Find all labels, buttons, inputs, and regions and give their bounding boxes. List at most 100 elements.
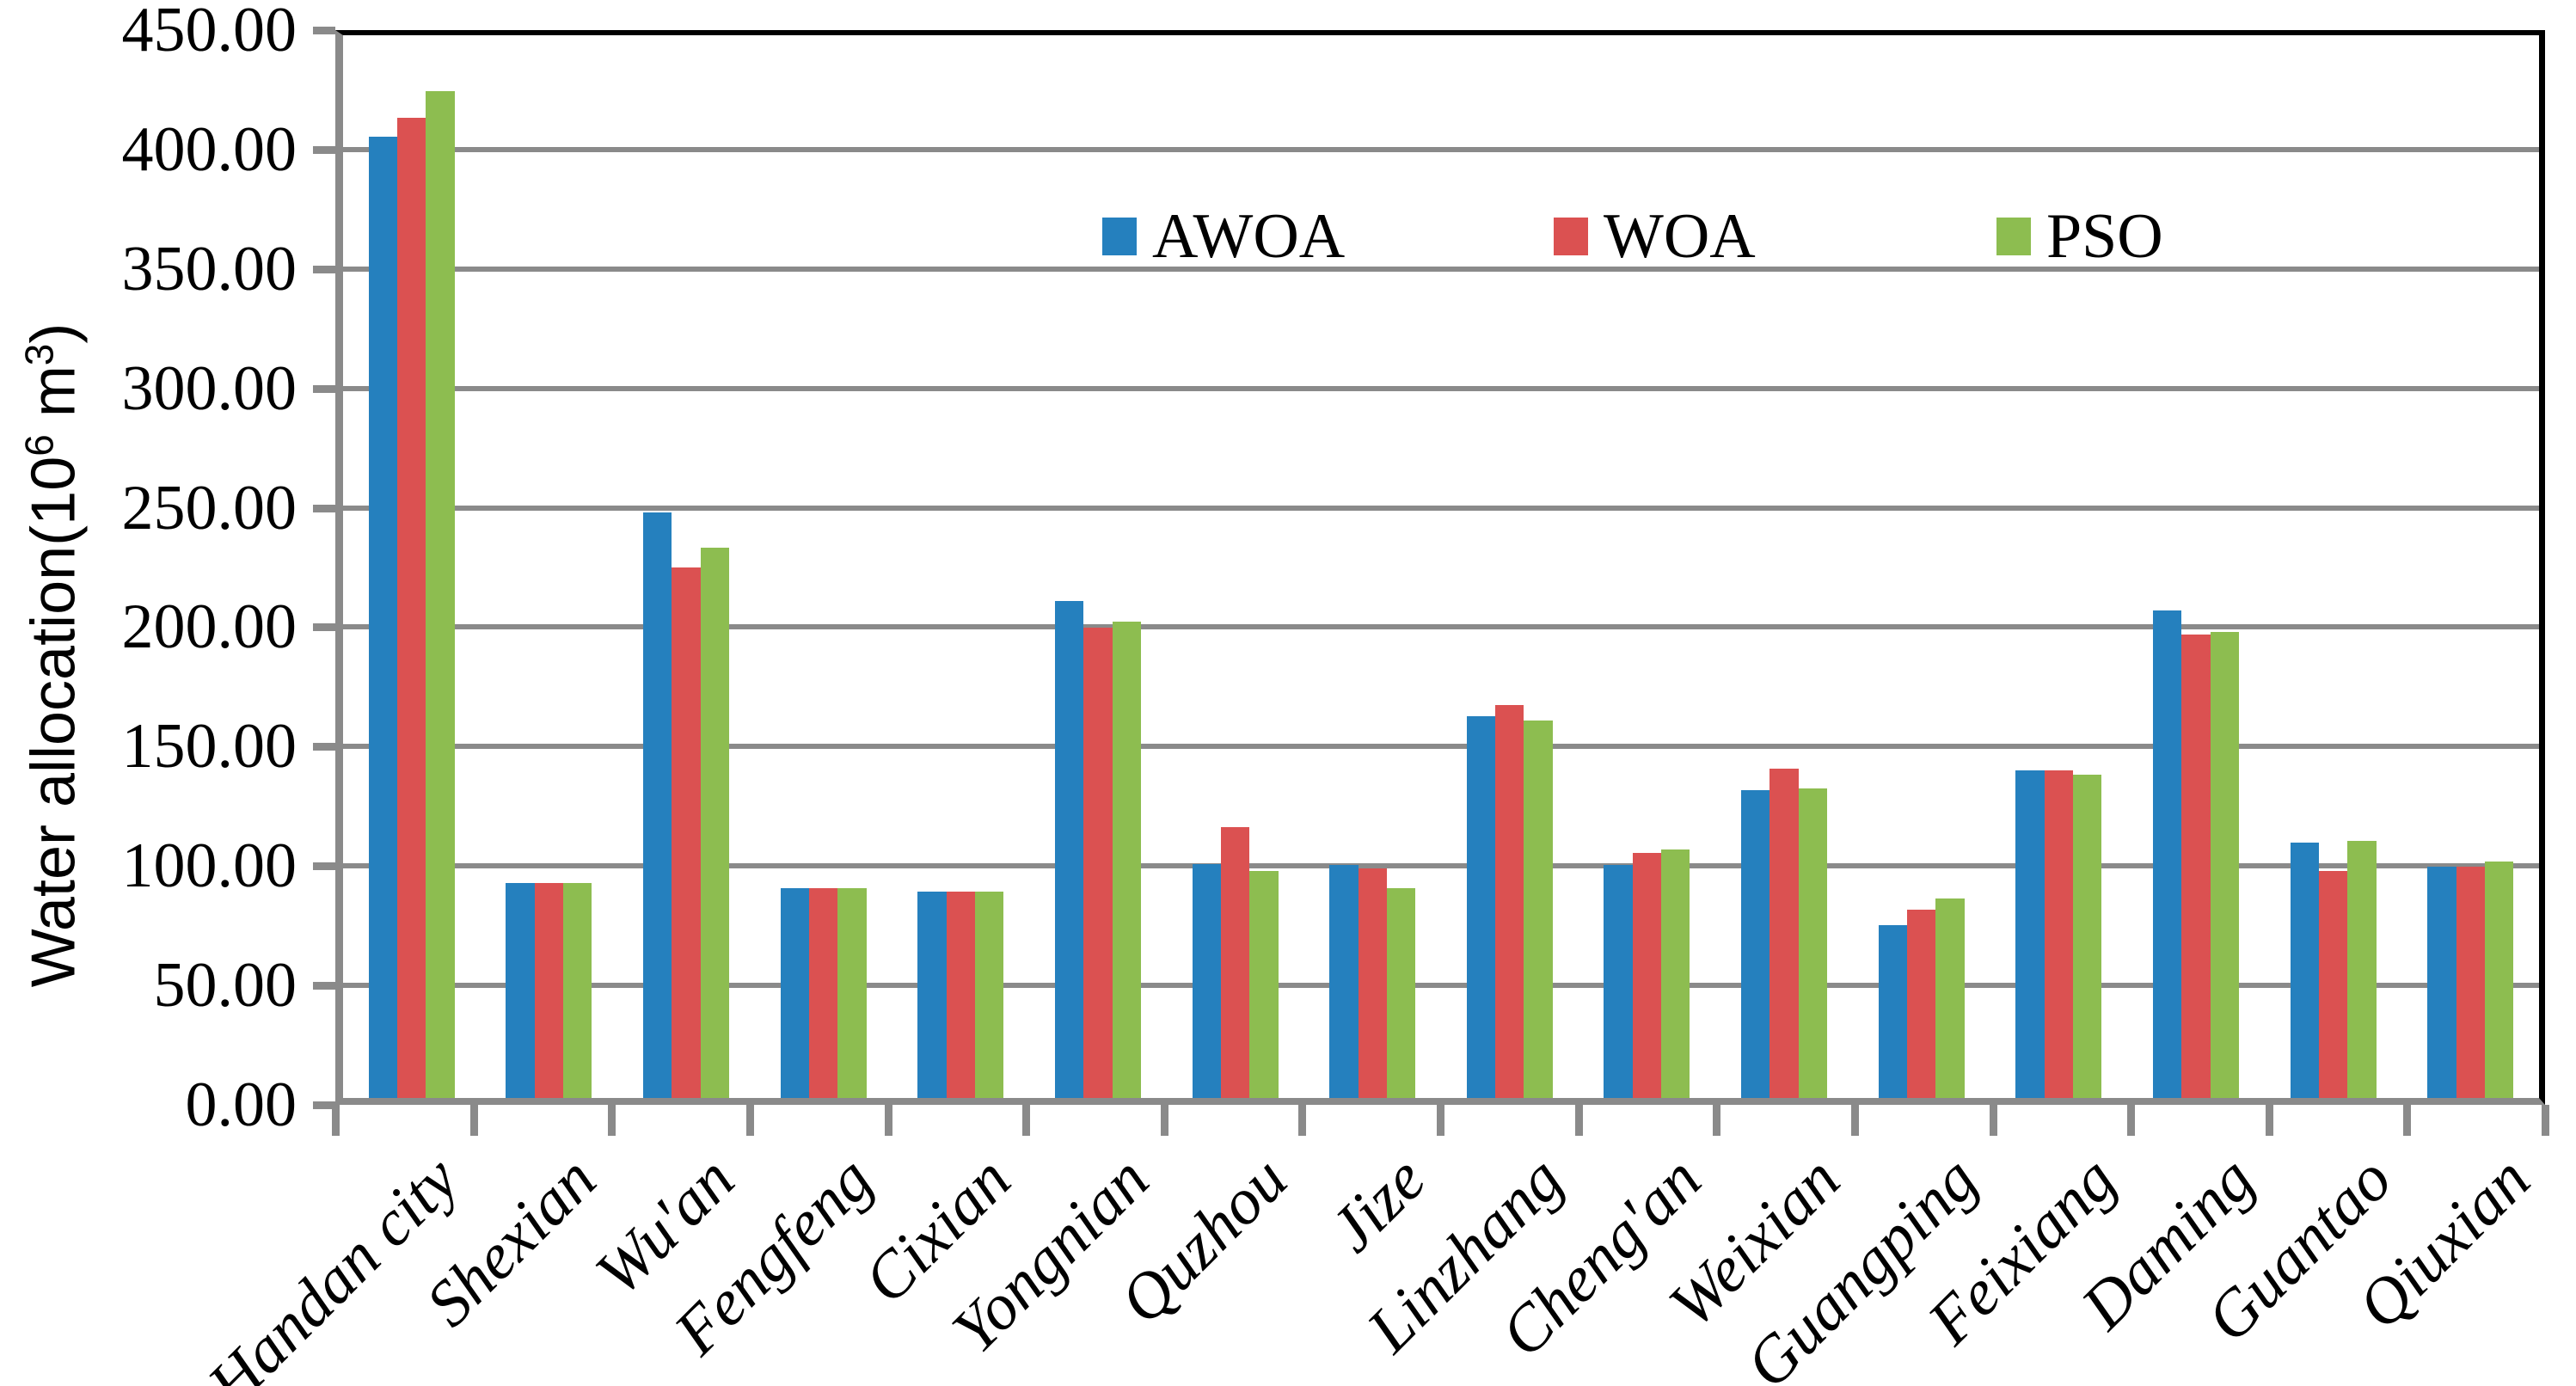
legend-item-woa: WOA	[1554, 205, 1756, 268]
y-title-superscript-6: 6	[15, 434, 61, 457]
bar-awoa-fengfeng	[780, 887, 810, 1098]
x-axis-tick	[745, 1105, 754, 1136]
gridline-300	[343, 385, 2539, 391]
y-tick-label-150.00: 150.00	[121, 711, 297, 782]
legend-swatch-woa	[1554, 218, 1588, 255]
x-axis-tick	[1850, 1105, 1859, 1136]
category-cell-6	[1167, 35, 1304, 1098]
y-axis-tick	[313, 145, 335, 154]
bar-cluster	[1741, 35, 1828, 1098]
y-axis-tick	[313, 982, 335, 990]
category-cell-13	[2127, 35, 2265, 1098]
bar-woa-shexian	[534, 883, 564, 1098]
bar-awoa-guangping	[1878, 924, 1908, 1098]
bar-woa-qiuxian	[2456, 866, 2485, 1098]
bar-cluster	[2290, 35, 2377, 1098]
bar-woa-guangping	[1907, 909, 1936, 1098]
legend-label-awoa: AWOA	[1152, 201, 1346, 272]
bar-awoa-linzhang	[1466, 715, 1496, 1098]
x-axis-tick	[884, 1105, 892, 1136]
bar-cluster	[917, 35, 1004, 1098]
category-cell-9	[1579, 35, 1716, 1098]
category-cell-5	[1029, 35, 1167, 1098]
y-axis-tick	[313, 743, 335, 751]
bar-woa-fengfeng	[809, 887, 838, 1098]
bar-woa-guantao	[2318, 871, 2348, 1098]
y-axis-tick	[313, 265, 335, 273]
y-axis-tick	[313, 504, 335, 512]
bar-pso-guantao	[2347, 841, 2377, 1098]
bar-pso-jize	[1386, 887, 1416, 1098]
x-axis-tick	[1298, 1105, 1307, 1136]
y-tick-label-400.00: 400.00	[121, 113, 297, 185]
legend-item-pso: PSO	[1996, 205, 2163, 268]
category-cell-10	[1715, 35, 1853, 1098]
y-axis-tick	[313, 1101, 335, 1109]
gridline-100	[343, 863, 2539, 869]
bar-woa-jize	[1358, 868, 1387, 1098]
legend-label-pso: PSO	[2046, 201, 2163, 272]
x-axis-tick	[1022, 1105, 1031, 1136]
bar-woa-daming	[2181, 635, 2211, 1098]
category-cell-15	[2401, 35, 2539, 1098]
bar-cluster	[1604, 35, 1690, 1098]
bar-woa-feixiang	[2044, 770, 2073, 1098]
category-cell-3	[755, 35, 892, 1098]
y-axis-tick	[313, 862, 335, 871]
x-axis-tick	[2542, 1105, 2549, 1136]
x-axis-tick	[1574, 1105, 1583, 1136]
x-axis-tick	[2403, 1105, 2412, 1136]
bar-pso-daming	[2210, 632, 2239, 1098]
legend-swatch-pso	[1996, 218, 2031, 255]
bar-pso-qiuxian	[2484, 862, 2514, 1098]
bar-pso-cixian	[974, 891, 1004, 1098]
gridline-200	[343, 624, 2539, 630]
y-tick-label-250.00: 250.00	[121, 472, 297, 543]
y-title-text: )	[18, 322, 88, 344]
category-cell-7	[1303, 35, 1441, 1098]
bar-woa-weixian	[1769, 768, 1799, 1098]
category-cell-4	[892, 35, 1030, 1098]
category-cell-12	[1990, 35, 2128, 1098]
category-cell-14	[2265, 35, 2402, 1098]
x-axis-tick	[1989, 1105, 1997, 1136]
plot-area	[335, 30, 2545, 1105]
bar-awoa-daming	[2152, 610, 2182, 1098]
legend-swatch-awoa	[1102, 218, 1137, 255]
bar-awoa-wu-an	[643, 512, 672, 1098]
bar-woa-wu-an	[672, 567, 701, 1098]
bar-pso-feixiang	[2072, 774, 2102, 1098]
x-axis-tick	[608, 1105, 616, 1136]
bar-woa-handan-city	[397, 117, 426, 1098]
category-label-handan-city: Handan city	[193, 1143, 472, 1386]
bar-woa-cixian	[946, 891, 975, 1098]
bar-awoa-qiuxian	[2427, 866, 2456, 1098]
bar-pso-wu-an	[700, 547, 730, 1098]
bar-cluster	[1054, 35, 1141, 1098]
legend-label-woa: WOA	[1604, 201, 1756, 272]
y-tick-label-0.00: 0.00	[185, 1070, 297, 1140]
bar-awoa-cixian	[917, 891, 947, 1098]
bar-pso-fengfeng	[837, 887, 867, 1098]
bar-pso-handan-city	[426, 91, 455, 1098]
bar-cluster	[1878, 35, 1965, 1098]
y-tick-label-300.00: 300.00	[121, 353, 297, 424]
bar-awoa-yongnian	[1054, 601, 1084, 1098]
bar-awoa-guantao	[2290, 842, 2319, 1098]
category-cell-1	[481, 35, 618, 1098]
bar-cluster	[1466, 35, 1553, 1098]
y-axis-tick	[313, 27, 335, 34]
bar-awoa-handan-city	[368, 136, 398, 1098]
x-axis-tick	[469, 1105, 478, 1136]
bar-woa-quzhou	[1220, 826, 1250, 1098]
bar-awoa-feixiang	[2015, 770, 2045, 1098]
legend-item-awoa: AWOA	[1102, 205, 1345, 268]
bar-pso-quzhou	[1249, 871, 1279, 1098]
y-tick-label-50.00: 50.00	[153, 950, 297, 1021]
x-axis-tick	[1437, 1105, 1444, 1136]
bar-pso-shexian	[563, 883, 592, 1098]
y-tick-label-200.00: 200.00	[121, 592, 297, 663]
bar-woa-cheng-an	[1632, 853, 1662, 1098]
gridline-50	[343, 983, 2539, 989]
